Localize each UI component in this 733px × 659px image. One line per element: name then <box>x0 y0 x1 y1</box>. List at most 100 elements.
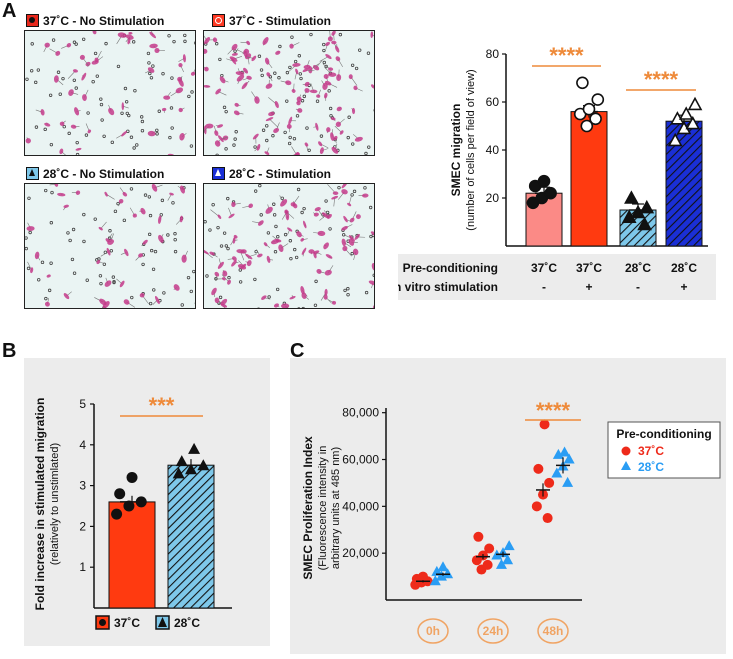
micro-pore <box>211 202 215 207</box>
micro-cell <box>231 201 236 208</box>
micro-pore <box>183 33 187 38</box>
micro-cell <box>362 193 369 198</box>
micro-cell-process <box>374 305 375 309</box>
micro-cell <box>81 72 87 81</box>
micro-cell-process <box>374 234 375 237</box>
micro-cell <box>99 298 107 306</box>
timepoint-circle <box>477 618 509 644</box>
micro-pore <box>28 230 32 235</box>
micro-cell <box>227 279 231 285</box>
micro-cell <box>327 72 337 77</box>
micro-cell <box>211 287 217 296</box>
micro-cell <box>251 55 257 62</box>
micro-cell <box>296 231 302 238</box>
data-point <box>431 565 443 576</box>
micro-cell <box>79 54 85 60</box>
micro-pore <box>170 76 174 80</box>
micro-cell <box>232 256 237 261</box>
data-point <box>531 501 542 512</box>
micro-pore <box>187 94 191 99</box>
micro-cell <box>246 260 252 267</box>
data-point <box>111 508 123 520</box>
data-point <box>123 500 135 512</box>
micro-pore <box>259 68 264 72</box>
micro-cell <box>341 184 348 189</box>
micrograph-bg <box>25 184 195 308</box>
micro-cell <box>275 50 281 55</box>
micro-cell <box>70 124 77 129</box>
micro-pore <box>155 132 159 136</box>
micro-pore <box>205 274 209 278</box>
micro-pore <box>294 255 299 260</box>
micro-cell <box>328 67 334 71</box>
micro-pore <box>363 186 367 190</box>
micro-pore <box>75 152 80 155</box>
data-point <box>135 496 147 508</box>
micro-pore <box>122 218 127 223</box>
micro-cell <box>214 271 220 277</box>
micro-cell <box>330 117 336 121</box>
micro-cell <box>322 82 328 90</box>
micro-cell-process <box>228 207 232 217</box>
micro-cell <box>266 72 271 77</box>
micro-pore <box>314 279 318 284</box>
micro-cell <box>266 255 271 263</box>
micro-cell <box>317 230 326 237</box>
micro-cell <box>319 147 324 155</box>
micro-pore <box>354 66 359 71</box>
micro-pore <box>216 225 220 230</box>
micro-cell <box>158 234 164 243</box>
micro-pore <box>300 210 304 215</box>
micro-cell-process <box>100 221 107 229</box>
micro-cell <box>280 199 288 207</box>
y-axis-label: Fold increase in stimulated migration <box>33 398 47 611</box>
micro-cell <box>297 108 303 113</box>
legend-label: 28˚C <box>638 460 664 474</box>
timepoint-circle <box>537 618 569 644</box>
micro-pore <box>226 246 230 251</box>
micro-pore <box>328 227 332 231</box>
micro-cell-process <box>333 197 335 207</box>
micro-pore <box>208 228 212 232</box>
micro-cell <box>173 284 180 291</box>
condition-cell: - <box>636 280 640 294</box>
micro-pore <box>113 209 118 214</box>
micro-pore <box>133 88 137 93</box>
micro-cell <box>106 247 111 256</box>
micro-pore <box>100 118 104 122</box>
micro-pore <box>204 220 207 224</box>
micro-pore <box>257 307 260 308</box>
micro-pore <box>297 307 301 308</box>
micro-cell <box>219 76 226 84</box>
micro-cell <box>273 303 279 308</box>
y-tick-label: 1 <box>79 560 86 574</box>
micro-cell <box>108 107 115 116</box>
micro-pore <box>93 217 97 221</box>
micrograph-texture <box>204 31 374 155</box>
micro-cell <box>44 301 50 307</box>
micro-pore <box>129 135 134 139</box>
micro-cell <box>179 132 185 141</box>
micro-cell <box>349 217 355 223</box>
micro-pore <box>285 70 290 75</box>
micro-pore <box>347 115 351 119</box>
micro-cell <box>289 296 296 300</box>
data-point <box>442 568 454 579</box>
micro-cell <box>271 238 280 245</box>
micro-cell <box>121 102 125 111</box>
micro-cell <box>331 31 336 36</box>
micro-pore <box>238 268 242 272</box>
micro-cell <box>313 250 320 255</box>
micro-pore <box>341 233 346 237</box>
micro-pore <box>258 184 262 188</box>
micro-cell <box>63 293 70 300</box>
micro-pore <box>288 65 292 70</box>
micro-pore <box>193 41 195 45</box>
micro-cell <box>75 190 81 195</box>
micro-cell <box>182 54 186 63</box>
micro-cell <box>66 43 72 48</box>
micro-pore <box>283 232 288 237</box>
micro-cell <box>107 239 114 245</box>
micro-pore <box>95 74 99 78</box>
micro-cell <box>154 47 160 54</box>
